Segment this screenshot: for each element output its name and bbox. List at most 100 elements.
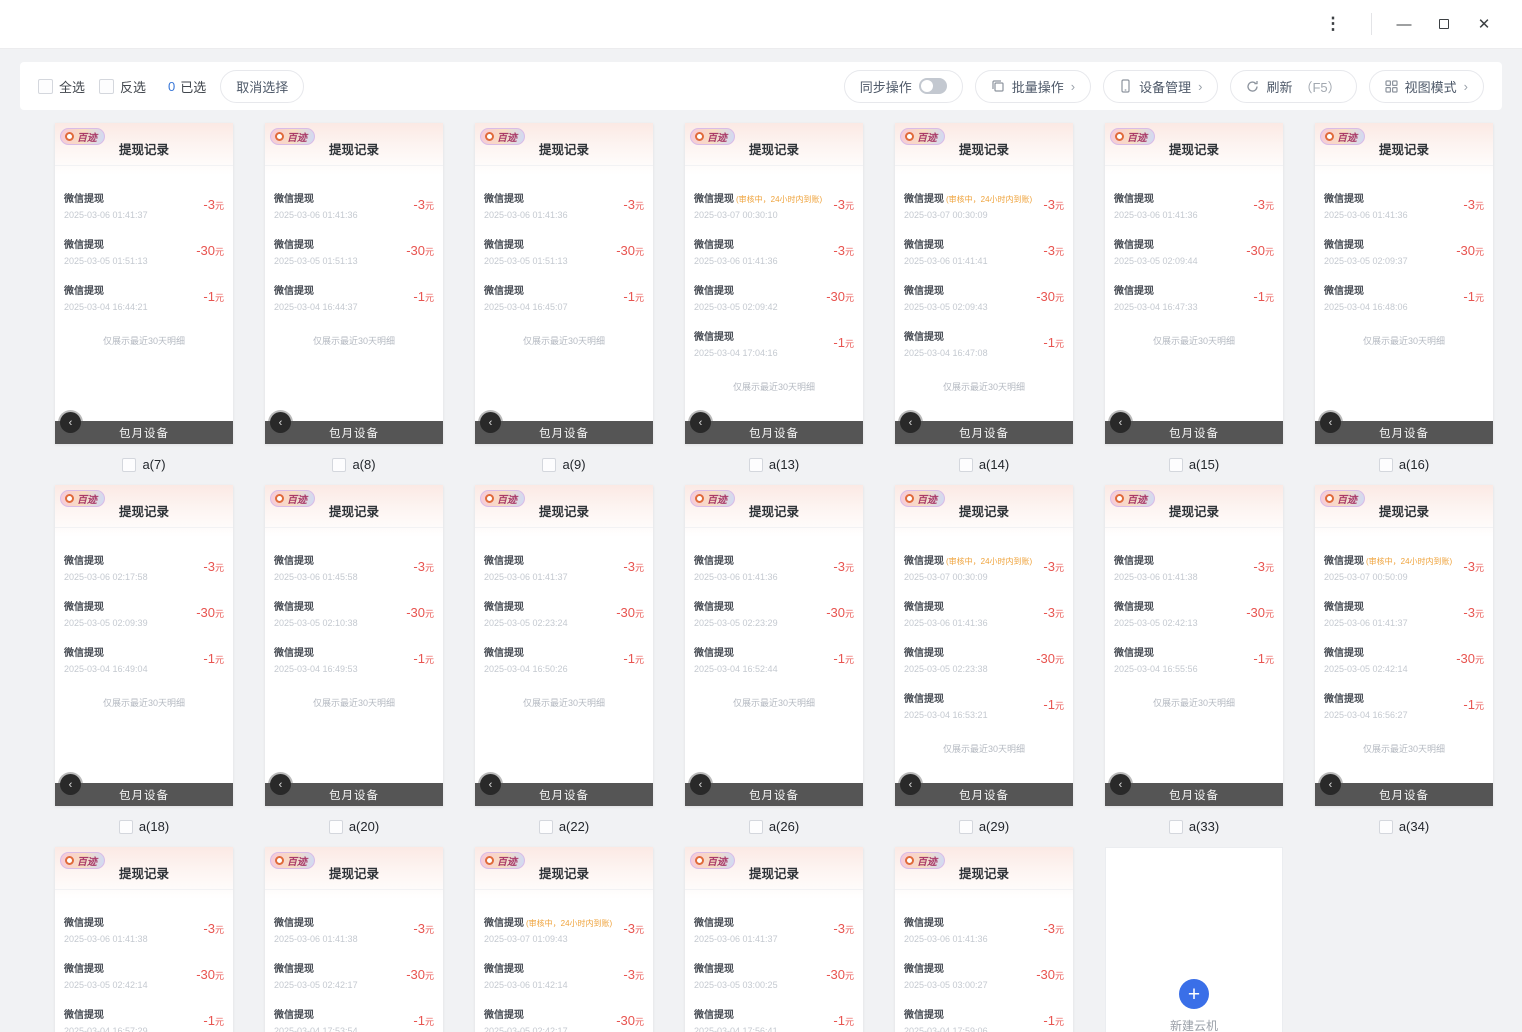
record-label: 微信提现 (694, 602, 734, 613)
refresh-icon (1246, 80, 1259, 93)
record-label-line: 微信提现 (审核中，24小时内到账) (694, 189, 822, 207)
record-label: 微信提现 (1114, 194, 1154, 205)
device-checkbox[interactable] (1168, 457, 1183, 472)
record-amount-value: -30 (1246, 604, 1265, 620)
record-label-line: 微信提现 (1324, 643, 1408, 661)
device-screen[interactable]: 百迹 提现记录 微信提现 (审核中，24小时内到账) 2025-03-07 00:50:… (1315, 485, 1493, 806)
record-amount-unit: 元 (1474, 700, 1484, 711)
device-checkbox[interactable] (1378, 819, 1393, 834)
app-logo-icon (485, 132, 494, 141)
device-checkbox[interactable] (748, 819, 763, 834)
withdraw-record-list: 微信提现 2025-03-06 01:41:36 -3元 微信提现 2025-03-05… (265, 166, 443, 312)
device-checkbox[interactable] (542, 457, 557, 472)
collapse-toolbar-button[interactable]: ‹ (60, 412, 81, 433)
collapse-toolbar-button[interactable]: ‹ (900, 412, 921, 433)
record-label-line: 微信提现 (484, 643, 568, 661)
collapse-toolbar-button[interactable]: ‹ (480, 774, 501, 795)
device-screen[interactable]: 百迹 提现记录 微信提现 (审核中，24小时内到账) 2025-03-07 00:30:… (685, 123, 863, 444)
device-screen[interactable]: 百迹 提现记录 微信提现 2025-03-06 01:41:36 -3元 微信提现 2025… (1315, 123, 1493, 444)
device-screen[interactable]: 百迹 提现记录 微信提现 2025-03-06 01:41:36 -3元 微信提现 2025… (685, 485, 863, 806)
device-checkbox[interactable] (958, 457, 973, 472)
cancel-selection-button[interactable]: 取消选择 (220, 69, 305, 103)
view-mode-button[interactable]: 视图模式 › (1368, 69, 1484, 103)
device-screen[interactable]: 百迹 提现记录 微信提现 2025-03-06 01:41:37 -3元 微信提现 2025… (475, 485, 653, 806)
collapse-toolbar-button[interactable]: ‹ (60, 774, 81, 795)
withdraw-record-row: 微信提现 2025-03-04 16:49:04 -1元 (64, 643, 224, 674)
device-checkbox[interactable] (1378, 457, 1393, 472)
device-checkbox[interactable] (1168, 819, 1183, 834)
device-screen[interactable]: 百迹 提现记录 微信提现 (审核中，24小时内到账) 2025-03-07 00:30:… (895, 485, 1073, 806)
device-checkbox[interactable] (748, 457, 763, 472)
collapse-toolbar-button[interactable]: ‹ (270, 774, 291, 795)
select-all-checkbox[interactable] (38, 78, 53, 94)
batch-operation-button[interactable]: 批量操作 › (974, 69, 1092, 103)
titlebar-divider (1371, 13, 1372, 35)
kebab-menu-icon[interactable]: ⋮ (1324, 14, 1342, 33)
screen-title: 提现记录 (958, 505, 1009, 519)
collapse-toolbar-button[interactable]: ‹ (1320, 774, 1341, 795)
device-checkbox[interactable] (332, 457, 347, 472)
collapse-toolbar-button[interactable]: ‹ (1320, 412, 1341, 433)
device-screen[interactable]: 百迹 提现记录 微信提现 2025-03-06 01:45:58 -3元 微信提现 2025… (265, 485, 443, 806)
minimize-button[interactable]: — (1396, 15, 1412, 33)
collapse-toolbar-button[interactable]: ‹ (690, 412, 711, 433)
app-logo-badge: 百迹 (270, 852, 315, 869)
collapse-toolbar-button[interactable]: ‹ (1110, 774, 1131, 795)
withdraw-record-row: 微信提现 2025-03-06 01:41:36 -3元 (904, 597, 1064, 628)
device-checkbox[interactable] (328, 819, 343, 834)
record-pending-note: (审核中，24小时内到账) (526, 919, 613, 928)
collapse-toolbar-button[interactable]: ‹ (900, 774, 921, 795)
record-info: 微信提现 2025-03-05 01:51:13 (274, 235, 358, 266)
device-screen[interactable]: 百迹 提现记录 微信提现 2025-03-06 01:41:38 -3元 微信提现 2025… (1105, 485, 1283, 806)
record-amount-unit: 元 (844, 338, 854, 349)
record-amount: -30元 (1036, 650, 1064, 668)
device-screen[interactable]: 百迹 提现记录 微信提现 2025-03-06 01:41:38 -3元 微信提现 2025… (55, 847, 233, 1032)
withdraw-record-row: 微信提现 2025-03-06 01:41:36 -3元 (1324, 189, 1484, 220)
invert-select-control[interactable]: 反选 (99, 77, 146, 96)
record-label-line: 微信提现 (484, 189, 568, 207)
device-screen[interactable]: 百迹 提现记录 微信提现 2025-03-06 01:41:38 -3元 微信提现 2025… (265, 847, 443, 1032)
sync-operation-button[interactable]: 同步操作 (843, 69, 963, 103)
record-datetime: 2025-03-05 02:09:39 (64, 618, 148, 628)
withdraw-record-row: 微信提现 2025-03-05 02:23:38 -30元 (904, 643, 1064, 674)
device-status-bar: 包月设备 (55, 421, 233, 444)
device-screen[interactable]: 百迹 提现记录 微信提现 2025-03-06 01:41:37 -3元 微信提现 2025… (685, 847, 863, 1032)
add-device-card[interactable]: + 新建云机 (1105, 847, 1283, 1032)
record-amount-value: -1 (623, 650, 635, 666)
collapse-toolbar-button[interactable]: ‹ (690, 774, 711, 795)
device-screen[interactable]: 百迹 提现记录 微信提现 (审核中，24小时内到账) 2025-03-07 00:30:… (895, 123, 1073, 444)
device-screen[interactable]: 百迹 提现记录 微信提现 2025-03-06 01:41:37 -3元 微信提现 2025… (55, 123, 233, 444)
add-device-button[interactable]: + (1179, 979, 1209, 1009)
record-amount: -30元 (196, 242, 224, 260)
app-logo-badge: 百迹 (690, 128, 735, 145)
device-checkbox[interactable] (122, 457, 137, 472)
collapse-toolbar-button[interactable]: ‹ (480, 412, 501, 433)
refresh-button[interactable]: 刷新 （F5） (1230, 69, 1357, 103)
record-info: 微信提现 2025-03-05 01:51:13 (64, 235, 148, 266)
collapse-toolbar-button[interactable]: ‹ (1110, 412, 1131, 433)
maximize-button[interactable] (1424, 9, 1464, 39)
device-screen[interactable]: 百迹 提现记录 微信提现 2025-03-06 02:17:58 -3元 微信提现 2025… (55, 485, 233, 806)
device-screen[interactable]: 百迹 提现记录 微信提现 2025-03-06 01:41:36 -3元 微信提现 2025… (895, 847, 1073, 1032)
collapse-toolbar-button[interactable]: ‹ (270, 412, 291, 433)
device-checkbox[interactable] (538, 819, 553, 834)
device-screen[interactable]: 百迹 提现记录 微信提现 2025-03-06 01:41:36 -3元 微信提现 2025… (475, 123, 653, 444)
device-name: a(16) (1398, 457, 1430, 472)
record-label: 微信提现 (904, 918, 944, 929)
device-management-button[interactable]: 设备管理 › (1103, 69, 1219, 103)
select-all-control[interactable]: 全选 (38, 77, 85, 96)
record-label-line: 微信提现 (904, 913, 988, 931)
sync-toggle[interactable] (918, 78, 947, 94)
record-label-line: 微信提现 (904, 597, 988, 615)
device-screen[interactable]: 百迹 提现记录 微信提现 2025-03-06 01:41:36 -3元 微信提现 2025… (265, 123, 443, 444)
close-button[interactable]: ✕ (1477, 16, 1491, 33)
device-screen[interactable]: 百迹 提现记录 微信提现 2025-03-06 01:41:36 -3元 微信提现 2025… (1105, 123, 1283, 444)
invert-select-checkbox[interactable] (99, 78, 115, 94)
withdraw-record-row: 微信提现 2025-03-04 16:57:29 -1元 (64, 1005, 224, 1032)
record-amount-unit: 元 (1054, 924, 1064, 935)
add-device-cell: + 新建云机 (1105, 847, 1283, 1032)
record-amount: -30元 (826, 604, 854, 622)
device-screen[interactable]: 百迹 提现记录 微信提现 (审核中，24小时内到账) 2025-03-07 01:09:… (475, 847, 653, 1032)
device-checkbox[interactable] (118, 819, 133, 834)
device-checkbox[interactable] (958, 819, 973, 834)
